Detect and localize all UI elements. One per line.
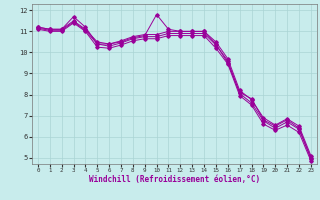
X-axis label: Windchill (Refroidissement éolien,°C): Windchill (Refroidissement éolien,°C) xyxy=(89,175,260,184)
